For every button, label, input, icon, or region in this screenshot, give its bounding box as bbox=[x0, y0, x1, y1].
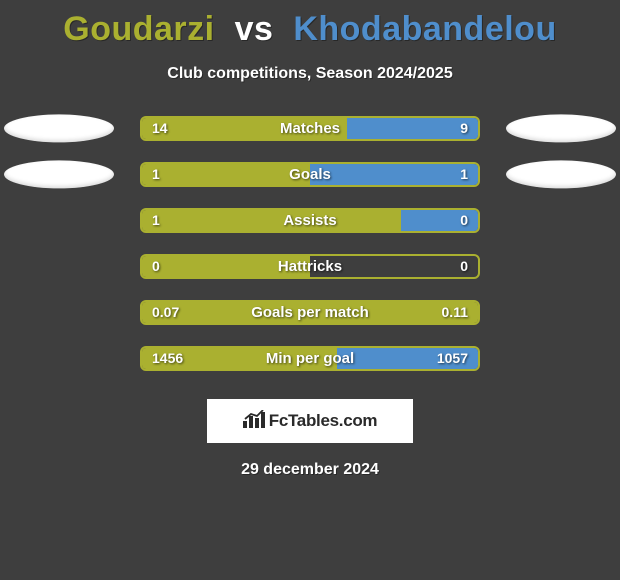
stat-bar-fill-p1 bbox=[142, 164, 310, 185]
stat-row: Matches149 bbox=[0, 111, 620, 157]
stat-bar-fill-p2 bbox=[401, 210, 478, 231]
stat-row: Min per goal14561057 bbox=[0, 341, 620, 387]
comparison-title: Goudarzi vs Khodabandelou bbox=[0, 0, 620, 49]
stat-bar-fill-p2 bbox=[337, 348, 478, 369]
stat-bar-fill-p1 bbox=[142, 302, 478, 323]
player2-ellipse bbox=[506, 160, 616, 188]
stat-row: Goals per match0.070.11 bbox=[0, 295, 620, 341]
chart-icon bbox=[243, 410, 265, 433]
stat-row: Hattricks00 bbox=[0, 249, 620, 295]
logo-box: FcTables.com bbox=[207, 399, 413, 443]
stat-bar-track bbox=[140, 208, 480, 233]
date: 29 december 2024 bbox=[0, 461, 620, 479]
stat-bar-fill-p1 bbox=[142, 348, 337, 369]
logo-text: FcTables.com bbox=[269, 411, 378, 431]
stat-bar-fill-p1 bbox=[142, 210, 401, 231]
stat-bar-track bbox=[140, 162, 480, 187]
stat-bar-fill-p2 bbox=[347, 118, 478, 139]
vs-text: vs bbox=[235, 10, 274, 48]
stat-bar-fill-p1 bbox=[142, 256, 310, 277]
stats-rows: Matches149Goals11Assists10Hattricks00Goa… bbox=[0, 111, 620, 387]
player1-name: Goudarzi bbox=[63, 10, 214, 48]
player1-ellipse bbox=[4, 114, 114, 142]
stat-row: Assists10 bbox=[0, 203, 620, 249]
player2-ellipse bbox=[506, 114, 616, 142]
subtitle: Club competitions, Season 2024/2025 bbox=[0, 65, 620, 83]
stat-bar-track bbox=[140, 116, 480, 141]
stat-bar-fill-p1 bbox=[142, 118, 347, 139]
stat-bar-track bbox=[140, 346, 480, 371]
stat-bar-track bbox=[140, 254, 480, 279]
stat-bar-track bbox=[140, 300, 480, 325]
stat-row: Goals11 bbox=[0, 157, 620, 203]
stat-bar-fill-p2 bbox=[310, 164, 478, 185]
player1-ellipse bbox=[4, 160, 114, 188]
player2-name: Khodabandelou bbox=[293, 10, 556, 48]
